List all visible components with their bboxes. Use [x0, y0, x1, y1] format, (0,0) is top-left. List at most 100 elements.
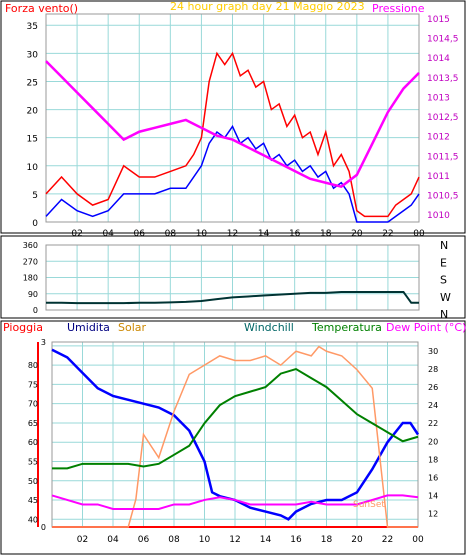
weather-right-tick: 20	[428, 437, 438, 446]
direction-grid	[46, 244, 420, 311]
weather-x-tick: 18	[321, 535, 333, 545]
wind-left-tick: 15	[27, 135, 38, 145]
wind-gust-line	[45, 51, 420, 218]
sunset-label: SunSet	[353, 500, 385, 510]
weather-right-tick: 24	[428, 401, 438, 410]
weather-x-tick: 02	[77, 535, 88, 545]
humidity-line	[51, 348, 420, 521]
wind-left-tick: 5	[32, 191, 38, 201]
dewpoint-line	[51, 494, 419, 510]
pressure-right-tick: 1013	[427, 93, 450, 103]
pressure-right-label: Pressione	[372, 2, 425, 15]
direction-plot-area	[45, 244, 420, 311]
pressure-right-tick: 1015	[427, 15, 450, 25]
weather-x-tick: 08	[168, 535, 180, 545]
wind-x-tick: 18	[320, 229, 332, 239]
wind-x-tick: 08	[165, 229, 177, 239]
weather-right-tick: 26	[428, 383, 438, 392]
weather-left-axis: 040 45 50 55 60 65 70 75 80 3	[28, 338, 46, 532]
weather-left-tick: 60	[28, 438, 38, 447]
weather-right-tick: 18	[428, 455, 438, 464]
pressure-line	[45, 60, 420, 189]
wind-x-tick: 00	[413, 229, 425, 239]
wind-x-tick: 14	[258, 229, 270, 239]
wind-left-tick: 30	[27, 50, 39, 60]
wind-left-tick: 35	[27, 22, 38, 32]
direction-left-tick: 0	[33, 306, 38, 315]
label-solar: Solar	[118, 321, 147, 334]
wind-left-axis: 0 5 10 15 20 25 30 35	[27, 22, 39, 229]
pressure-right-tick: 1010,5	[427, 192, 459, 202]
label-temperatura: Temperatura	[311, 321, 382, 334]
weather-right-tick: 14	[428, 491, 438, 500]
wind-x-tick: 12	[227, 229, 238, 239]
weather-right-tick: 16	[428, 473, 438, 482]
wind-left-tick: 0	[32, 219, 38, 229]
weather-right-tick: 12	[428, 509, 438, 518]
pressure-right-tick: 1013,5	[427, 74, 459, 84]
weather-x-tick: 14	[260, 535, 272, 545]
direction-letter: S	[440, 274, 447, 287]
label-pioggia: Pioggia	[3, 321, 43, 334]
direction-left-axis: 0 90 180 270 360	[23, 241, 38, 315]
weather-x-tick: 16	[290, 535, 302, 545]
direction-panel-frame	[0, 235, 466, 319]
weather-x-tick: 10	[199, 535, 211, 545]
pressure-right-tick: 1010	[427, 211, 450, 221]
weather-series	[51, 345, 420, 528]
direction-left-tick: 180	[23, 274, 38, 283]
wind-direction-line	[46, 290, 419, 305]
weather-x-tick: 12	[229, 535, 240, 545]
temperature-line	[52, 367, 419, 470]
wind-panel-frame	[0, 0, 466, 234]
wind-left-tick: 10	[27, 163, 39, 173]
direction-series	[46, 290, 419, 305]
weather-right-tick: 30	[428, 347, 438, 356]
wind-x-tick: 10	[196, 229, 208, 239]
direction-left-tick: 360	[23, 241, 38, 250]
solar-line	[52, 345, 418, 528]
weather-x-tick: 00	[412, 535, 424, 545]
wind-x-tick: 04	[102, 229, 114, 239]
weather-x-tick: 06	[138, 535, 150, 545]
wind-left-label: Forza vento()	[5, 2, 78, 15]
pressure-right-tick: 1014	[427, 54, 450, 64]
pressure-right-tick: 1011	[427, 172, 450, 182]
label-dewpoint: Dew Point (°C)	[386, 321, 466, 334]
weather-right-axis: 12 14 16 18 20 22 24 26 28 30	[428, 347, 438, 518]
weather-x-axis: 02 04 06 08 10 12 14 16 18 20 22 00	[77, 535, 424, 545]
weather-left-tick: 3	[41, 338, 46, 347]
pressure-right-axis: 1010 1010,5 1011 1011,5 1012 1012,5 1013 1013,5…	[427, 15, 459, 221]
weather-left-tick: 50	[28, 477, 38, 486]
weather-left-tick: 0	[41, 523, 46, 532]
label-umidita: Umidita	[67, 321, 110, 334]
weather-left-tick: 65	[28, 419, 38, 428]
direction-left-tick: 90	[28, 290, 38, 299]
pressure-right-tick: 1011,5	[427, 152, 459, 162]
wind-series	[45, 51, 420, 223]
wind-x-axis: 02 04 06 08 10 12 14 16 18 20 22 00	[71, 229, 425, 239]
weather-left-tick: 70	[28, 400, 38, 409]
wind-panel-title: 24 hour graph day 21 Maggio 2023	[170, 0, 365, 13]
wind-x-tick: 06	[134, 229, 146, 239]
weather-left-tick: 40	[28, 515, 38, 524]
direction-letter: E	[440, 256, 447, 269]
weather-x-tick: 04	[107, 535, 119, 545]
weather-left-tick: 45	[28, 496, 38, 505]
weather-x-tick: 20	[351, 535, 363, 545]
pressure-right-tick: 1012,5	[427, 113, 459, 123]
weather-x-tick: 22	[382, 535, 393, 545]
direction-letter: N	[440, 308, 448, 321]
wind-average-line	[45, 124, 420, 223]
weather-panel-frame	[0, 320, 466, 555]
wind-x-tick: 22	[382, 229, 393, 239]
wind-left-tick: 25	[27, 78, 38, 88]
wind-x-tick: 20	[351, 229, 363, 239]
weather-left-tick: 75	[28, 380, 38, 389]
weather-right-tick: 22	[428, 419, 438, 428]
wind-left-tick: 20	[27, 107, 39, 117]
direction-left-tick: 270	[23, 257, 38, 266]
